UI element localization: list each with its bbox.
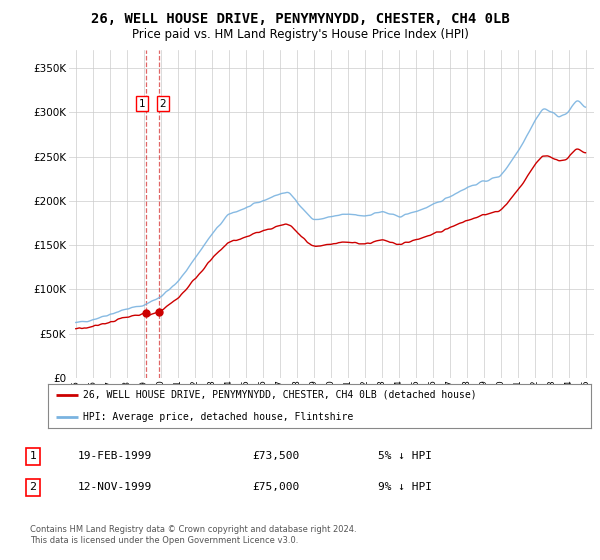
Text: HPI: Average price, detached house, Flintshire: HPI: Average price, detached house, Flin… <box>83 412 353 422</box>
Text: 1: 1 <box>139 99 145 109</box>
Text: 5% ↓ HPI: 5% ↓ HPI <box>378 451 432 461</box>
Text: Contains HM Land Registry data © Crown copyright and database right 2024.
This d: Contains HM Land Registry data © Crown c… <box>30 525 356 545</box>
Text: 26, WELL HOUSE DRIVE, PENYMYNYDD, CHESTER, CH4 0LB (detached house): 26, WELL HOUSE DRIVE, PENYMYNYDD, CHESTE… <box>83 390 477 400</box>
Text: 2: 2 <box>160 99 166 109</box>
Text: 1: 1 <box>29 451 37 461</box>
Text: Price paid vs. HM Land Registry's House Price Index (HPI): Price paid vs. HM Land Registry's House … <box>131 28 469 41</box>
Text: £73,500: £73,500 <box>252 451 299 461</box>
Text: 2: 2 <box>29 482 37 492</box>
Text: 9% ↓ HPI: 9% ↓ HPI <box>378 482 432 492</box>
Text: 19-FEB-1999: 19-FEB-1999 <box>78 451 152 461</box>
Text: £75,000: £75,000 <box>252 482 299 492</box>
Text: 26, WELL HOUSE DRIVE, PENYMYNYDD, CHESTER, CH4 0LB: 26, WELL HOUSE DRIVE, PENYMYNYDD, CHESTE… <box>91 12 509 26</box>
Text: 12-NOV-1999: 12-NOV-1999 <box>78 482 152 492</box>
